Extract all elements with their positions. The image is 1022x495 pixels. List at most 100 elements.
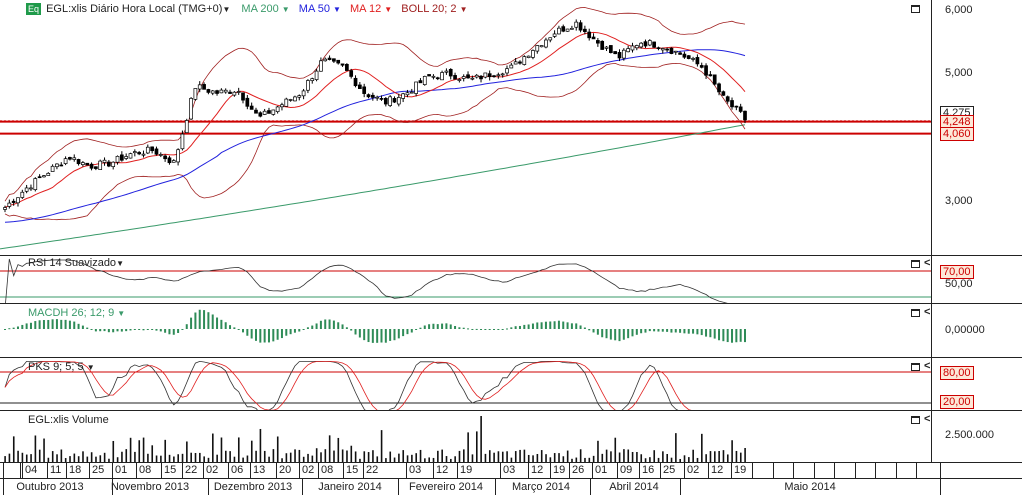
maximize-icon[interactable] bbox=[911, 416, 920, 424]
maximize-icon[interactable] bbox=[911, 5, 920, 13]
macd-bar bbox=[371, 329, 374, 343]
macd-bar bbox=[259, 329, 262, 343]
macd-title[interactable]: MACDH 26; 12; 9 ▼ bbox=[28, 307, 126, 319]
volume-bar bbox=[164, 439, 167, 462]
volume-bar bbox=[199, 452, 201, 462]
candle bbox=[513, 61, 518, 65]
month-label: Abril 2014 bbox=[609, 481, 659, 493]
candle bbox=[24, 187, 29, 192]
volume-bar bbox=[411, 454, 413, 462]
chevron-left-icon[interactable]: < bbox=[924, 306, 931, 318]
volume-bar bbox=[346, 450, 348, 462]
volume-bar bbox=[584, 457, 586, 462]
volume-bar bbox=[670, 457, 673, 462]
volume-bar bbox=[324, 449, 327, 462]
pks-title[interactable]: PKS 9; 5; 5 ▼ bbox=[28, 361, 95, 373]
chevron-left-icon[interactable]: < bbox=[924, 360, 931, 372]
rsi-chart[interactable] bbox=[0, 256, 931, 303]
candle bbox=[409, 91, 414, 94]
macd-bar bbox=[203, 310, 206, 329]
date-separator bbox=[182, 463, 183, 478]
macd-bar bbox=[172, 329, 175, 335]
date-separator bbox=[89, 463, 90, 478]
macd-bar bbox=[557, 320, 560, 329]
date-separator bbox=[406, 463, 407, 478]
macd-bar bbox=[419, 327, 422, 329]
volume-bar bbox=[155, 455, 158, 462]
volume-bar bbox=[428, 457, 430, 462]
macd-bar bbox=[553, 321, 556, 329]
maximize-icon[interactable] bbox=[911, 309, 920, 317]
volume-bar bbox=[376, 456, 379, 462]
indicator-ma12[interactable]: MA 12 ▼ bbox=[350, 3, 393, 15]
volume-bar bbox=[463, 449, 465, 462]
macd-bar bbox=[216, 317, 219, 329]
date-tick-label: 09 bbox=[620, 464, 633, 476]
date-separator bbox=[161, 463, 162, 478]
macd-chart[interactable] bbox=[0, 304, 931, 357]
pks-level-80: 80,00 bbox=[940, 366, 974, 380]
macd-bar bbox=[397, 329, 400, 339]
candle bbox=[7, 202, 12, 207]
volume-bar bbox=[56, 454, 58, 462]
pks-chart[interactable] bbox=[0, 358, 931, 410]
maximize-icon[interactable] bbox=[911, 260, 920, 268]
candle bbox=[422, 76, 427, 85]
volume-title: EGL:xlis Volume bbox=[28, 414, 109, 426]
volume-bar bbox=[406, 455, 409, 462]
macd-bar bbox=[81, 325, 84, 329]
macd-bar bbox=[155, 329, 158, 331]
price-axis-line bbox=[931, 0, 932, 255]
candle bbox=[314, 70, 319, 80]
candle bbox=[552, 33, 557, 37]
indicator-ma200[interactable]: MA 200 ▼ bbox=[241, 3, 290, 15]
macd-bar bbox=[120, 329, 123, 332]
chevron-left-icon[interactable]: < bbox=[924, 413, 931, 425]
macd-bar bbox=[159, 329, 162, 332]
macd-bar bbox=[583, 327, 586, 329]
symbol-badge[interactable]: Eq bbox=[26, 3, 42, 15]
price-chart[interactable] bbox=[0, 0, 931, 255]
symbol-title[interactable]: EGL:xlis Diário Hora Local (TMG+0) bbox=[46, 3, 223, 15]
volume-bar bbox=[419, 449, 422, 462]
indicator-bollinger[interactable]: BOLL 20; 2 ▼ bbox=[401, 3, 468, 15]
candle bbox=[150, 146, 154, 152]
date-separator bbox=[592, 463, 593, 478]
candle bbox=[678, 52, 682, 55]
date-tick-label: 25 bbox=[92, 464, 105, 476]
candle bbox=[236, 91, 241, 93]
candle bbox=[617, 52, 622, 59]
macd-bar bbox=[670, 329, 673, 333]
candle bbox=[539, 45, 544, 48]
pks-panel: PKS 9; 5; 5 ▼ < 80,00 20,00 bbox=[0, 358, 1022, 411]
date-tick-label: 15 bbox=[164, 464, 177, 476]
date-separator bbox=[299, 463, 300, 478]
volume-chart[interactable] bbox=[0, 411, 931, 462]
candle bbox=[306, 80, 310, 91]
volume-bar bbox=[99, 455, 102, 462]
macd-bar bbox=[263, 329, 266, 343]
macd-bar bbox=[285, 329, 288, 336]
macd-bar bbox=[410, 329, 413, 333]
indicator-ma50[interactable]: MA 50 ▼ bbox=[298, 3, 341, 15]
candle bbox=[284, 98, 289, 107]
date-separator bbox=[3, 463, 4, 495]
date-axis[interactable]: 04 11 18 25 01 08 15 22 02 06 13 20 02 08 15 22 03 12 19 03… bbox=[0, 463, 1022, 495]
volume-bar bbox=[389, 451, 392, 462]
volume-bar bbox=[480, 416, 482, 462]
date-separator bbox=[684, 463, 685, 478]
maximize-icon[interactable] bbox=[911, 363, 920, 371]
candle bbox=[11, 200, 16, 203]
candle bbox=[111, 161, 116, 168]
macd-bar bbox=[125, 329, 128, 332]
rsi-title[interactable]: RSI 14 Suavizado▼ bbox=[28, 257, 124, 269]
candle bbox=[531, 50, 535, 58]
macd-bar bbox=[68, 320, 71, 329]
macd-bar bbox=[99, 329, 102, 332]
chevron-left-icon[interactable]: < bbox=[924, 257, 931, 269]
volume-bar bbox=[77, 456, 80, 462]
dropdown-icon[interactable]: ▼ bbox=[222, 5, 231, 14]
macd-bar bbox=[181, 328, 184, 330]
volume-bar bbox=[246, 455, 249, 462]
ma50-line bbox=[4, 49, 746, 223]
